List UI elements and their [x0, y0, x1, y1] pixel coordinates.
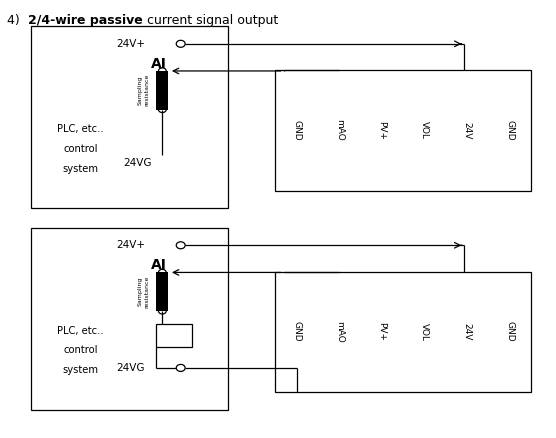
Text: 2/4-wire passive: 2/4-wire passive — [28, 14, 142, 27]
Text: VOL: VOL — [420, 323, 429, 341]
Text: control: control — [63, 144, 98, 154]
Text: 24VG: 24VG — [116, 363, 145, 373]
Text: current signal output: current signal output — [143, 14, 279, 27]
Text: PV+: PV+ — [378, 322, 386, 341]
Text: PLC, etc..: PLC, etc.. — [57, 326, 104, 336]
Text: Sampling
resistance: Sampling resistance — [138, 276, 149, 308]
Text: VOL: VOL — [420, 121, 429, 139]
Text: 24VG: 24VG — [123, 158, 152, 168]
Bar — [156, 272, 168, 311]
Text: GND: GND — [505, 120, 514, 141]
Text: 24V: 24V — [463, 323, 471, 340]
Bar — [156, 71, 168, 110]
Text: control: control — [63, 346, 98, 355]
Text: GND: GND — [292, 120, 301, 141]
Bar — [31, 26, 228, 208]
Bar — [275, 70, 531, 191]
Text: system: system — [63, 164, 98, 173]
Text: 24V+: 24V+ — [116, 240, 145, 250]
Text: 24V+: 24V+ — [116, 39, 145, 49]
Text: PLC, etc..: PLC, etc.. — [57, 124, 104, 134]
Text: 4): 4) — [7, 14, 27, 27]
Bar — [156, 324, 192, 347]
Text: GND: GND — [292, 321, 301, 342]
Text: 24V: 24V — [463, 122, 471, 139]
Text: GND: GND — [505, 321, 514, 342]
Text: AI: AI — [151, 57, 166, 71]
Bar — [31, 228, 228, 410]
Text: mAO: mAO — [335, 120, 344, 141]
Bar — [275, 272, 531, 392]
Text: system: system — [63, 365, 98, 375]
Text: AI: AI — [151, 258, 166, 272]
Text: PV+: PV+ — [378, 121, 386, 140]
Text: Sampling
resistance: Sampling resistance — [138, 74, 149, 106]
Text: mAO: mAO — [335, 321, 344, 343]
